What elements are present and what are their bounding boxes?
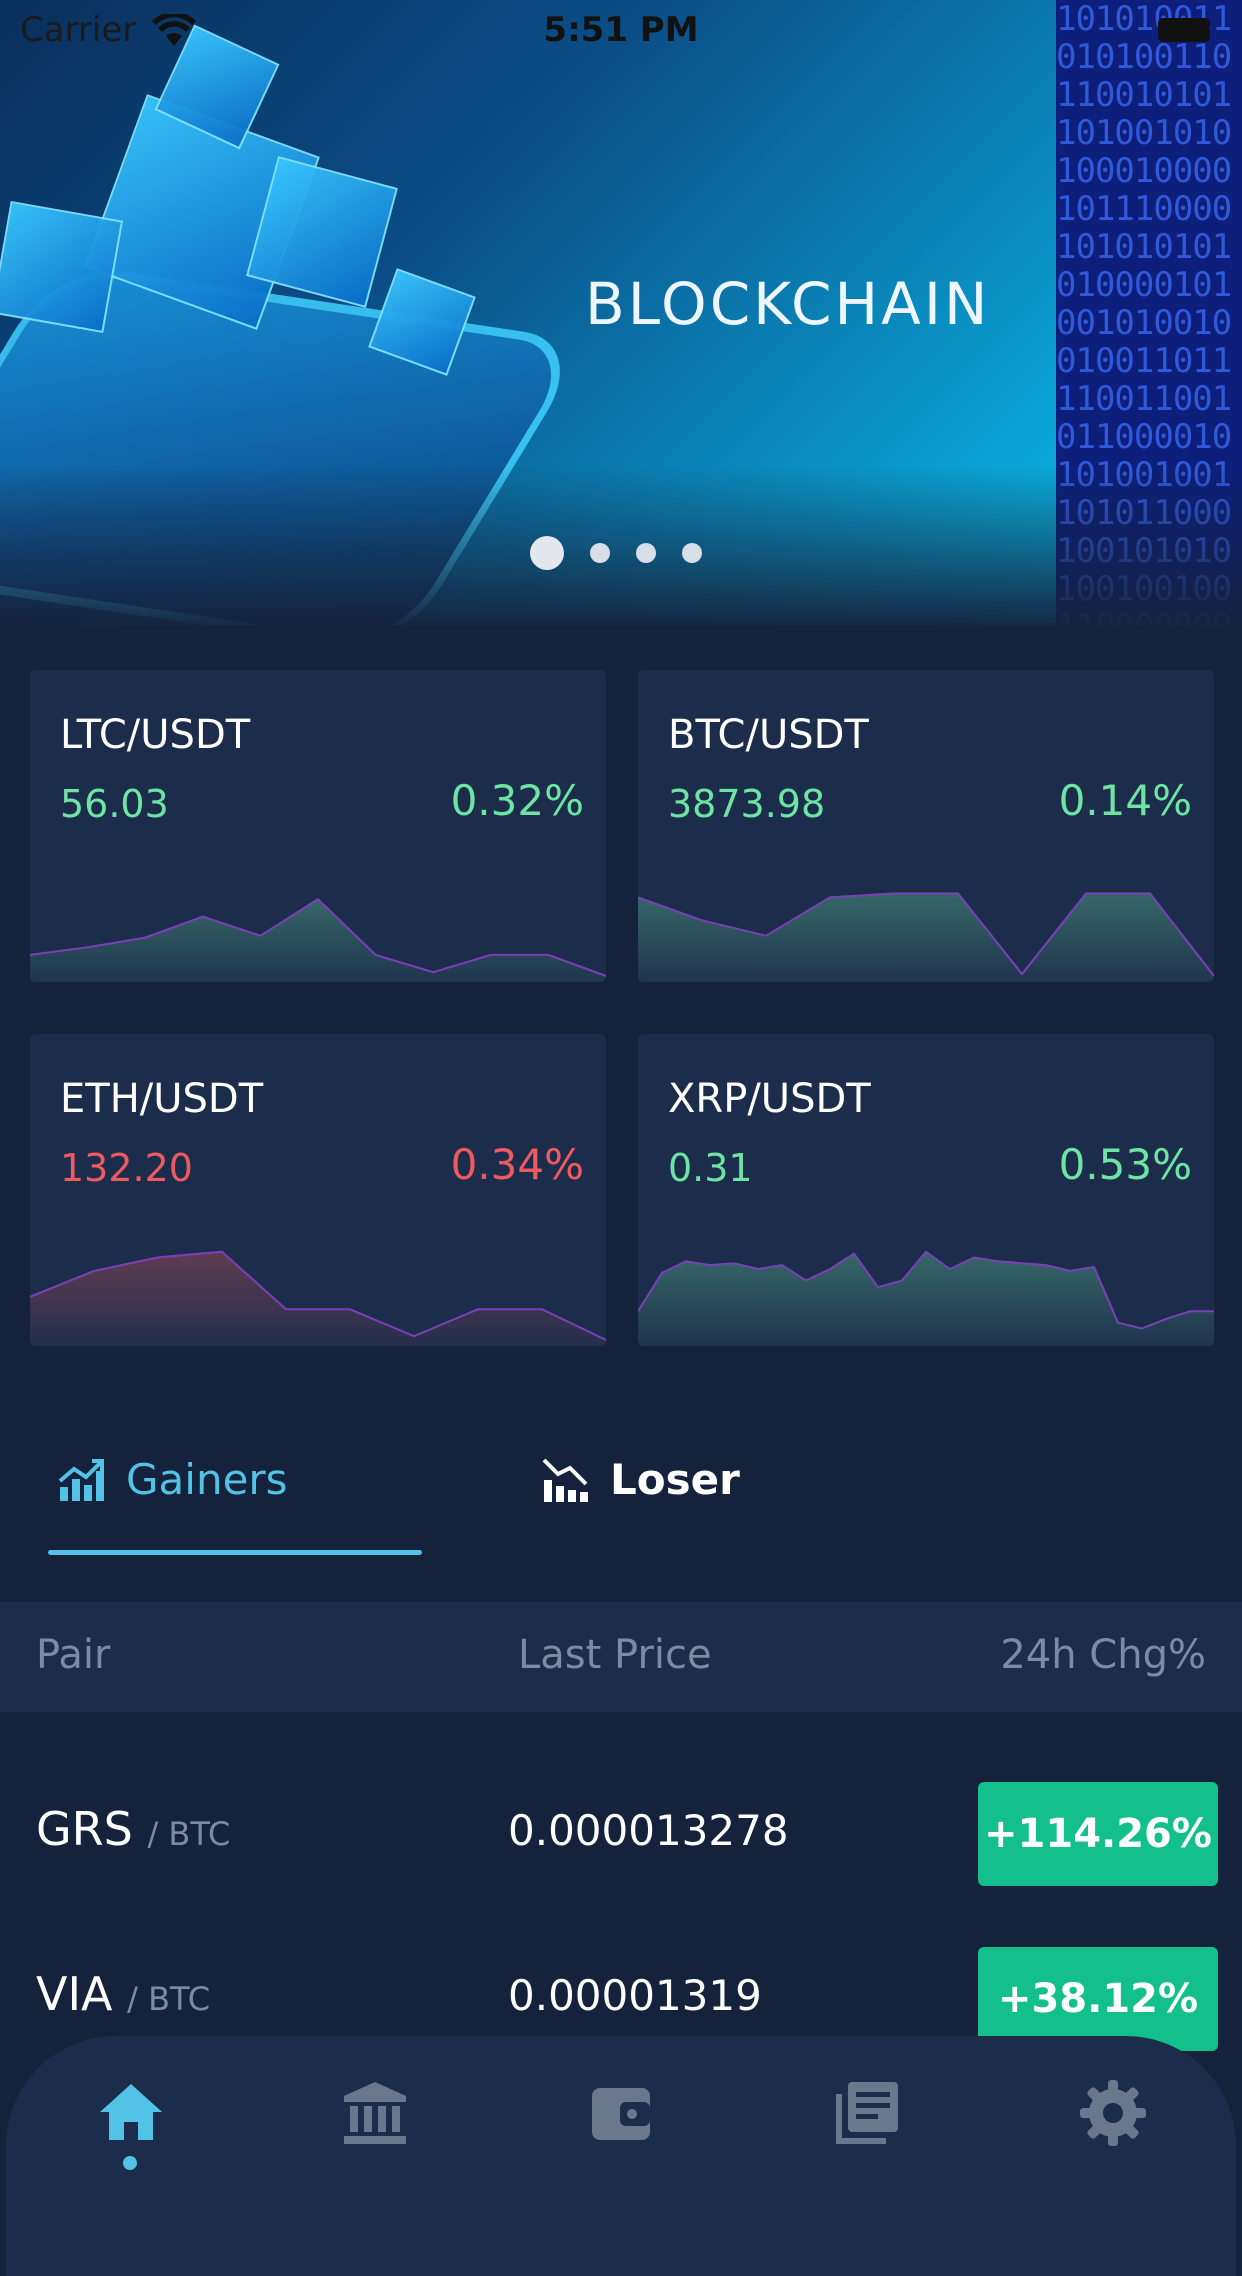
row-symbol: VIA — [36, 1967, 113, 2021]
tab-gainers[interactable]: Gainers — [58, 1455, 288, 1504]
carousel-dot-1[interactable] — [530, 536, 564, 570]
market-change: 0.32% — [450, 776, 584, 825]
chart-down-icon — [542, 1458, 588, 1502]
cube-illustration — [0, 200, 124, 334]
nav-markets[interactable] — [340, 2078, 410, 2148]
clock: 5:51 PM — [543, 10, 699, 50]
carousel-dot-2[interactable] — [590, 543, 610, 563]
row-base: / BTC — [147, 1815, 231, 1853]
row-change-badge: +114.26% — [978, 1782, 1218, 1886]
active-tab-indicator — [48, 1550, 422, 1555]
news-icon — [836, 2082, 898, 2144]
nav-settings[interactable] — [1078, 2078, 1148, 2148]
table-header: Pair Last Price 24h Chg% — [0, 1602, 1242, 1712]
row-change-badge: +38.12% — [978, 1947, 1218, 2051]
market-card-eth[interactable]: ETH/USDT 132.20 0.34% — [30, 1034, 606, 1346]
binary-code-decoration: 1010100110101001101100101011010010101000… — [1056, 0, 1242, 625]
wifi-icon — [152, 14, 196, 46]
nav-wallet[interactable] — [586, 2078, 656, 2148]
status-bar: Carrier 5:51 PM — [0, 0, 1242, 62]
header-last-price[interactable]: Last Price — [518, 1632, 712, 1678]
sparkline-line — [638, 1250, 1214, 1330]
sparkline-line — [638, 892, 1214, 977]
sparkline-chart — [638, 1250, 1214, 1346]
promo-banner[interactable]: 1010100110101001101100101011010010101000… — [0, 0, 1242, 625]
market-price: 56.03 — [60, 782, 169, 826]
sparkline-area — [30, 1251, 606, 1346]
banner-fade — [0, 465, 1242, 625]
row-last-price: 0.000013278 — [508, 1806, 789, 1855]
bottom-navigation — [6, 2036, 1236, 2276]
bank-icon — [344, 2082, 406, 2144]
header-pair[interactable]: Pair — [36, 1632, 111, 1678]
sparkline-area — [30, 899, 606, 982]
carousel-dot-3[interactable] — [636, 543, 656, 563]
market-change: 0.53% — [1058, 1140, 1192, 1189]
nav-home[interactable] — [96, 2078, 166, 2148]
battery-icon — [1158, 18, 1210, 42]
row-pair: VIA / BTC — [36, 1967, 210, 2021]
tab-loser-label: Loser — [610, 1455, 740, 1504]
sparkline-chart — [638, 892, 1214, 982]
banner-title: BLOCKCHAIN — [585, 270, 991, 338]
sparkline-area — [638, 893, 1214, 982]
market-price: 3873.98 — [668, 782, 826, 826]
chart-up-icon — [58, 1458, 104, 1501]
gear-icon — [1080, 2080, 1146, 2146]
market-price: 0.31 — [668, 1146, 753, 1190]
market-pair: ETH/USDT — [60, 1076, 264, 1122]
tab-loser[interactable]: Loser — [542, 1455, 740, 1504]
home-icon — [100, 2084, 162, 2140]
tab-gainers-label: Gainers — [126, 1455, 288, 1504]
market-change: 0.14% — [1058, 776, 1192, 825]
row-pair: GRS / BTC — [36, 1802, 230, 1856]
market-pair: LTC/USDT — [60, 712, 251, 758]
sparkline-area — [638, 1251, 1214, 1346]
row-last-price: 0.00001319 — [508, 1971, 762, 2020]
sparkline-chart — [30, 1250, 606, 1346]
row-symbol: GRS — [36, 1802, 133, 1856]
market-price: 132.20 — [60, 1146, 193, 1190]
header-24h-change[interactable]: 24h Chg% — [1000, 1632, 1206, 1678]
sparkline-line — [30, 897, 606, 977]
sparkline-line — [30, 1250, 606, 1341]
market-card-xrp[interactable]: XRP/USDT 0.31 0.53% — [638, 1034, 1214, 1346]
market-pair: BTC/USDT — [668, 712, 869, 758]
row-base: / BTC — [127, 1980, 211, 2018]
market-card-btc[interactable]: BTC/USDT 3873.98 0.14% — [638, 670, 1214, 982]
market-card-ltc[interactable]: LTC/USDT 56.03 0.32% — [30, 670, 606, 982]
table-row[interactable]: GRS / BTC 0.000013278 +114.26% — [0, 1762, 1242, 1927]
nav-news[interactable] — [832, 2078, 902, 2148]
carousel-dot-4[interactable] — [682, 543, 702, 563]
market-change: 0.34% — [450, 1140, 584, 1189]
table-row[interactable]: VIA / BTC 0.00001319 +38.12% — [0, 1927, 1242, 2092]
wallet-icon — [592, 2088, 650, 2140]
market-pair: XRP/USDT — [668, 1076, 871, 1122]
carousel-dots — [530, 536, 702, 570]
carrier-label: Carrier — [20, 10, 137, 50]
sparkline-chart — [30, 897, 606, 982]
active-nav-indicator — [123, 2156, 137, 2170]
